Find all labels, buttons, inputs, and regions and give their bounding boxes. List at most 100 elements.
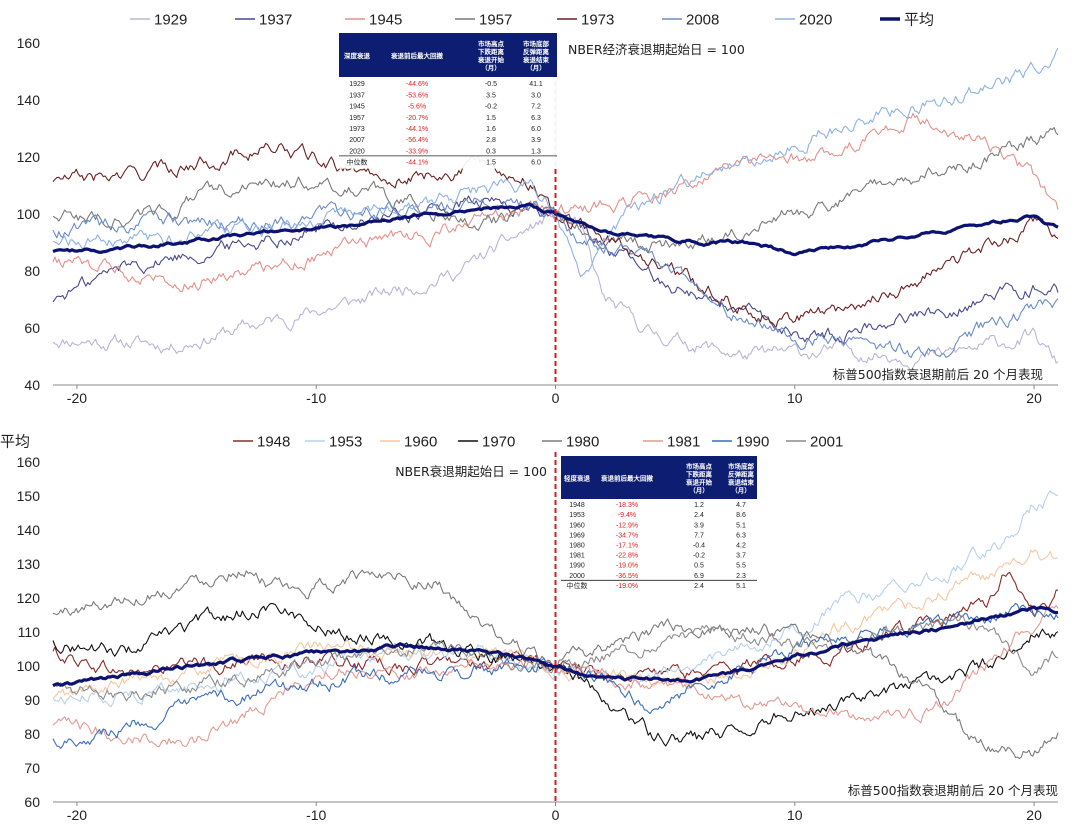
table-header-cell: 轻度衰退 bbox=[564, 474, 591, 483]
table-cell: 7.2 bbox=[531, 104, 541, 111]
x-tick-label: 20 bbox=[1026, 807, 1042, 823]
legend-label: 1937 bbox=[259, 12, 292, 29]
x-tick-label: -20 bbox=[67, 807, 87, 823]
table-cell: -20.7% bbox=[406, 115, 428, 122]
table-cell: -18.3% bbox=[616, 502, 638, 509]
table-cell: 1948 bbox=[569, 502, 585, 509]
y-tick-label: 60 bbox=[24, 794, 40, 810]
table-cell: -34.7% bbox=[616, 532, 638, 539]
y-tick-label: 90 bbox=[24, 692, 40, 708]
table-cell: 中位数 bbox=[347, 158, 368, 167]
legend-label: 1973 bbox=[581, 12, 614, 29]
table-header-cell: 反弹距离 bbox=[728, 470, 755, 479]
y-tick-label: 150 bbox=[17, 488, 41, 504]
table-header-cell: 衰退结束 bbox=[522, 55, 550, 64]
y-tick-label: 140 bbox=[17, 522, 41, 538]
table-cell: -0.2 bbox=[693, 553, 705, 560]
x-tick-label: -10 bbox=[306, 807, 326, 823]
table-cell: 3.9 bbox=[531, 137, 541, 144]
legend-label: 1953 bbox=[329, 434, 362, 451]
table-header-cell: 反弹距离 bbox=[523, 47, 550, 56]
table-cell: 1969 bbox=[569, 532, 585, 539]
table-cell: 3.9 bbox=[694, 522, 704, 529]
table-cell: 0.3 bbox=[486, 148, 496, 155]
table-cell: 1990 bbox=[569, 563, 585, 570]
table-cell: 1980 bbox=[569, 543, 585, 550]
table-header-bg bbox=[561, 456, 757, 499]
table-cell: -0.2 bbox=[485, 104, 497, 111]
table-cell: 8.6 bbox=[736, 512, 746, 519]
y-tick-label: 60 bbox=[24, 320, 40, 336]
table-header-cell: （月） bbox=[731, 487, 751, 495]
table-cell: 2000 bbox=[569, 573, 585, 580]
base-date-note: NBER衰退期起始日 = 100 bbox=[395, 464, 547, 479]
y-tick-label: 160 bbox=[17, 454, 41, 470]
y-tick-label: 130 bbox=[17, 556, 41, 572]
table-cell: 5.1 bbox=[736, 522, 746, 529]
legend-label: 1957 bbox=[479, 12, 512, 29]
table-cell: 4.2 bbox=[736, 543, 746, 550]
table-cell: 1973 bbox=[349, 126, 365, 133]
table-cell: 6.3 bbox=[736, 532, 746, 539]
y-tick-label: 140 bbox=[17, 92, 41, 108]
table-cell: 中位数 bbox=[567, 581, 588, 590]
table-cell: 5.5 bbox=[736, 563, 746, 570]
table-header-cell: （月） bbox=[689, 487, 709, 495]
table-cell: -19.0% bbox=[616, 563, 638, 570]
table-cell: 4.7 bbox=[736, 502, 746, 509]
table-cell: 1937 bbox=[349, 92, 365, 99]
y-tick-label: 160 bbox=[17, 35, 41, 51]
table-cell: 7.7 bbox=[694, 532, 704, 539]
y-tick-label: 110 bbox=[18, 624, 41, 640]
y-tick-label: 100 bbox=[17, 206, 41, 222]
table-cell: 0.5 bbox=[694, 563, 704, 570]
table-cell: 3.0 bbox=[531, 92, 541, 99]
table-cell: 1929 bbox=[349, 81, 365, 88]
table-cell: 1957 bbox=[349, 115, 365, 122]
y-tick-label: 70 bbox=[24, 760, 40, 776]
legend-label: 1948 bbox=[257, 434, 290, 451]
x-tick-label: 10 bbox=[787, 807, 803, 823]
table-cell: -53.6% bbox=[406, 92, 428, 99]
table-cell: -44.1% bbox=[406, 160, 428, 167]
table-header-cell: （月） bbox=[526, 64, 546, 72]
x-tick-label: 0 bbox=[552, 390, 560, 406]
y-tick-label: 120 bbox=[17, 149, 41, 165]
legend-label: 1929 bbox=[154, 12, 187, 29]
table-cell: -9.4% bbox=[618, 512, 636, 519]
x-tick-label: 20 bbox=[1026, 390, 1042, 406]
table-header-cell: （月） bbox=[481, 64, 501, 72]
summary-table: 轻度衰退 衰退前后最大回撤市场高点下跌距离衰退开始（月）市场底部反弹距离衰退结束（… bbox=[561, 456, 757, 592]
y-tick-label: 80 bbox=[24, 263, 40, 279]
table-cell: 1.2 bbox=[694, 502, 704, 509]
table-cell: 2007 bbox=[349, 137, 365, 144]
table-cell: 1960 bbox=[569, 522, 585, 529]
legend-label: 平均 bbox=[904, 12, 934, 29]
legend-label: 平均 bbox=[0, 434, 30, 451]
table-header-cell: 市场底部 bbox=[523, 39, 550, 48]
table-header-cell: 市场高点 bbox=[478, 39, 505, 48]
table-header-cell: 衰退开始 bbox=[685, 478, 713, 487]
x-tick-label: 0 bbox=[552, 807, 560, 823]
table-cell: -44.6% bbox=[406, 81, 428, 88]
table-cell: 1.5 bbox=[486, 160, 496, 167]
base-date-note: NBER经济衰退期起始日 = 100 bbox=[568, 42, 745, 57]
table-cell: 6.0 bbox=[531, 126, 541, 133]
table-cell: -17.1% bbox=[616, 543, 638, 550]
table-cell: 6.0 bbox=[531, 160, 541, 167]
table-cell: 1.6 bbox=[486, 126, 496, 133]
table-header-bg bbox=[339, 33, 557, 77]
series-line-平均 bbox=[52, 605, 1059, 688]
table-cell: -5.6% bbox=[408, 104, 426, 111]
table-cell: -33.9% bbox=[406, 148, 428, 155]
y-tick-label: 80 bbox=[24, 726, 40, 742]
legend-label: 1960 bbox=[404, 434, 437, 451]
table-cell: -36.5% bbox=[616, 573, 638, 580]
table-header-cell: 市场高点 bbox=[686, 462, 713, 471]
chart-subtitle: 标普500指数衰退期前后 20 个月表现 bbox=[833, 367, 1043, 382]
table-header-cell: 衰退开始 bbox=[477, 55, 505, 64]
y-tick-label: 40 bbox=[24, 377, 40, 393]
table-cell: 5.1 bbox=[736, 583, 746, 590]
table-cell: -0.5 bbox=[485, 81, 497, 88]
chart-panel-2: 60 70 80 90 100 110 120 130 140 150 160 -20 -10 0 10 20… bbox=[0, 434, 1059, 823]
